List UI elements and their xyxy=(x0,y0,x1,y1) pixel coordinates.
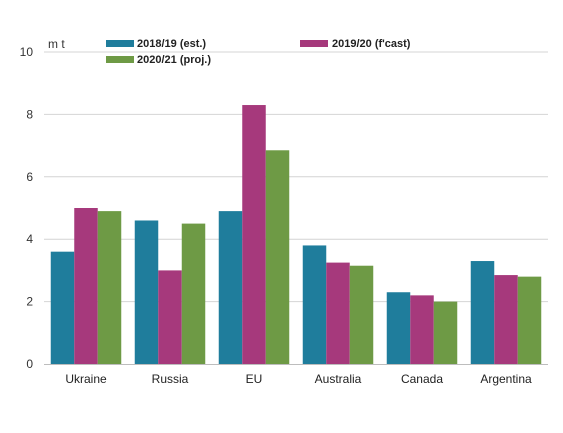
legend-swatch xyxy=(300,40,328,47)
y-tick-label: 10 xyxy=(20,45,34,59)
bar-russia-series-3 xyxy=(181,223,206,364)
bars xyxy=(50,105,542,364)
bar-ukraine-series-1 xyxy=(50,251,75,364)
category-label: EU xyxy=(246,372,263,386)
legend-label: 2018/19 (est.) xyxy=(137,38,206,50)
y-axis-unit-label: m t xyxy=(48,37,65,51)
category-label: Australia xyxy=(315,372,362,386)
category-label: Canada xyxy=(401,372,443,386)
x-axis-category-labels: Ukraine Russia EU Australia Canada Argentina xyxy=(65,372,532,386)
legend-label: 2019/20 (f'cast) xyxy=(332,38,411,50)
y-tick-label: 4 xyxy=(26,232,33,246)
bar-eu-series-3 xyxy=(265,150,290,364)
bar-argentina-series-2 xyxy=(494,275,518,364)
gridlines xyxy=(44,51,548,303)
category-label: Russia xyxy=(152,372,189,386)
category-label: Ukraine xyxy=(65,372,107,386)
legend-swatch xyxy=(106,56,134,63)
bar-russia-series-2 xyxy=(158,270,182,364)
bar-ukraine-series-2 xyxy=(74,208,98,364)
bar-australia-series-1 xyxy=(302,245,327,364)
bar-canada-series-3 xyxy=(433,301,458,364)
bar-russia-series-1 xyxy=(134,220,159,364)
bar-canada-series-2 xyxy=(410,295,434,364)
legend: 2018/19 (est.) 2019/20 (f'cast) 2020/21 (p… xyxy=(106,38,411,66)
y-tick-label: 8 xyxy=(26,107,33,121)
y-axis-tick-labels: 0 2 4 6 8 10 xyxy=(20,45,34,371)
bar-eu-series-2 xyxy=(242,105,266,364)
bar-australia-series-2 xyxy=(326,262,350,364)
bar-eu-series-1 xyxy=(218,211,243,364)
bar-canada-series-1 xyxy=(386,292,411,364)
bar-argentina-series-3 xyxy=(517,276,542,364)
y-tick-label: 0 xyxy=(26,357,33,371)
category-label: Argentina xyxy=(480,372,532,386)
y-tick-label: 6 xyxy=(26,170,33,184)
legend-swatch xyxy=(106,40,134,47)
y-tick-label: 2 xyxy=(26,295,33,309)
bar-ukraine-series-3 xyxy=(97,211,122,364)
legend-label: 2020/21 (proj.) xyxy=(137,54,211,66)
bar-argentina-series-1 xyxy=(470,261,495,364)
bar-australia-series-3 xyxy=(349,265,374,364)
